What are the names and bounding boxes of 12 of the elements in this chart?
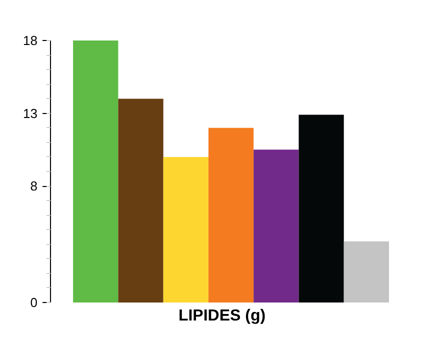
y-tick-label: 8 <box>30 178 38 194</box>
x-axis-title: LIPIDES (g) <box>178 308 266 324</box>
bar <box>73 40 118 302</box>
y-tick-label: 13 <box>23 106 38 121</box>
y-tick-label: 18 <box>23 33 38 48</box>
bar <box>344 241 389 302</box>
bar <box>118 98 164 302</box>
y-tick-label: 0 <box>30 295 38 310</box>
bar <box>208 128 254 302</box>
bar <box>254 150 299 302</box>
bar <box>163 156 208 302</box>
bar <box>298 114 344 302</box>
